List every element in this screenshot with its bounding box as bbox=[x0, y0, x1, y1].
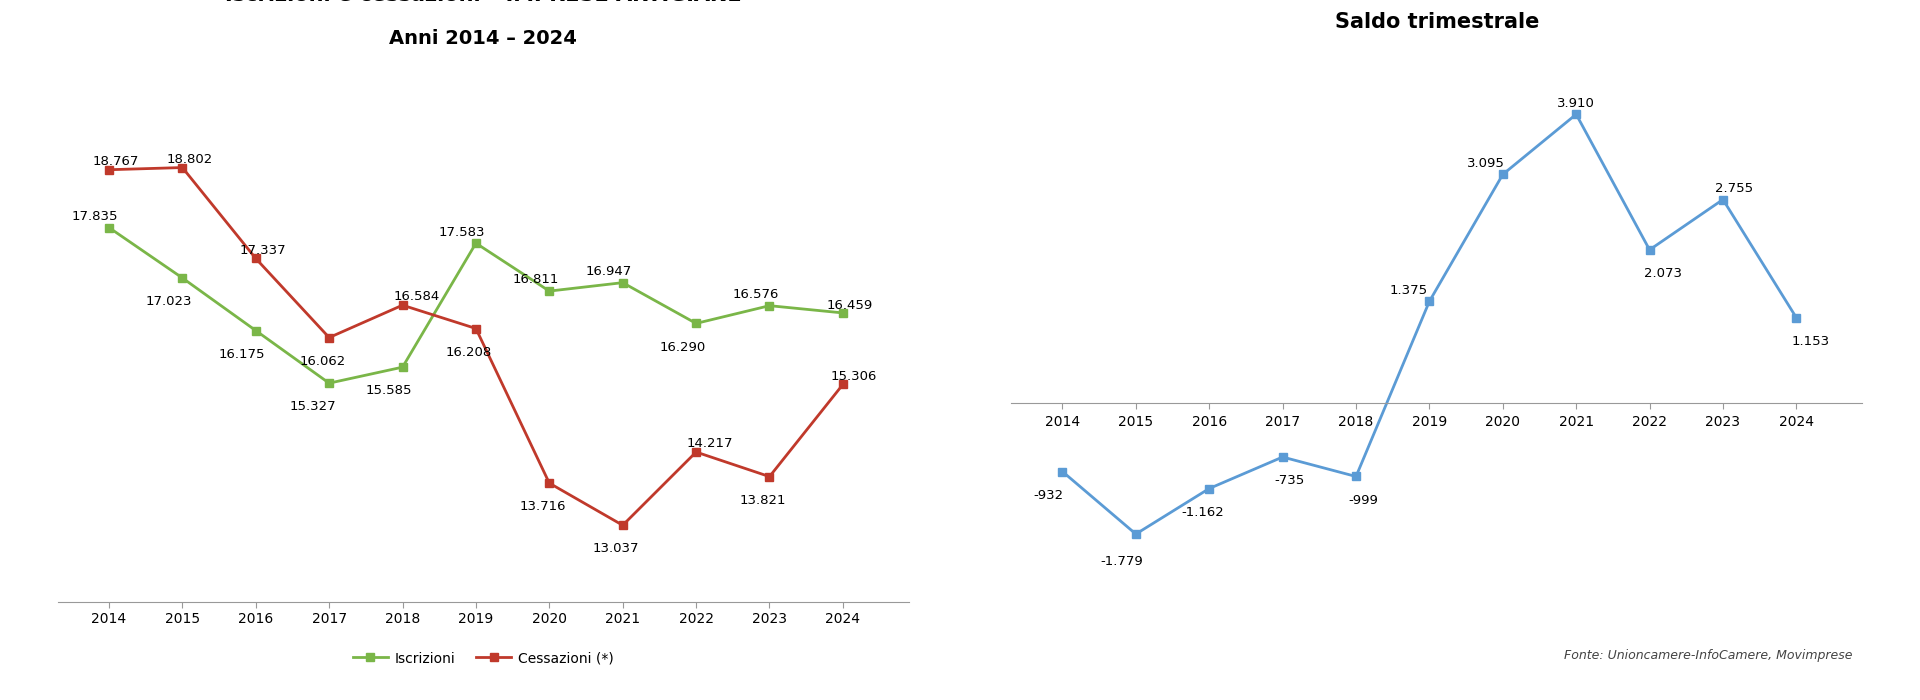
Iscrizioni bbox=[244, 326, 267, 335]
Text: 15.585: 15.585 bbox=[365, 384, 413, 398]
Title: Saldo trimestrale: Saldo trimestrale bbox=[1334, 12, 1540, 32]
Iscrizioni bbox=[611, 279, 634, 287]
Text: 16.062: 16.062 bbox=[300, 355, 346, 368]
Iscrizioni bbox=[465, 239, 488, 247]
Cessazioni (*) bbox=[758, 473, 781, 481]
Text: 16.811: 16.811 bbox=[513, 274, 559, 286]
Text: 16.584: 16.584 bbox=[394, 290, 440, 303]
Iscrizioni bbox=[831, 309, 854, 317]
Text: 17.337: 17.337 bbox=[240, 244, 286, 257]
Cessazioni (*) bbox=[465, 324, 488, 332]
Line: Iscrizioni: Iscrizioni bbox=[106, 223, 847, 387]
Iscrizioni bbox=[171, 274, 194, 282]
Cessazioni (*) bbox=[685, 448, 708, 456]
Text: 2.073: 2.073 bbox=[1644, 267, 1682, 280]
Text: -999: -999 bbox=[1348, 494, 1379, 507]
Text: Iscrizioni e cessazioni – IMPRESE ARTIGIANE: Iscrizioni e cessazioni – IMPRESE ARTIGI… bbox=[225, 0, 741, 5]
Text: 17.583: 17.583 bbox=[440, 225, 486, 239]
Cessazioni (*) bbox=[611, 521, 634, 529]
Cessazioni (*) bbox=[317, 333, 340, 342]
Text: 3.910: 3.910 bbox=[1557, 97, 1596, 110]
Text: 16.459: 16.459 bbox=[828, 300, 874, 312]
Cessazioni (*) bbox=[98, 165, 121, 174]
Text: 18.802: 18.802 bbox=[167, 153, 213, 166]
Text: -1.162: -1.162 bbox=[1181, 505, 1223, 519]
Cessazioni (*) bbox=[831, 380, 854, 389]
Text: 15.306: 15.306 bbox=[831, 370, 877, 383]
Text: 18.767: 18.767 bbox=[92, 155, 138, 168]
Cessazioni (*) bbox=[244, 254, 267, 262]
Text: 14.217: 14.217 bbox=[687, 438, 733, 450]
Text: 13.037: 13.037 bbox=[593, 542, 639, 555]
Line: Cessazioni (*): Cessazioni (*) bbox=[106, 163, 847, 529]
Iscrizioni bbox=[98, 223, 121, 232]
Cessazioni (*) bbox=[538, 479, 561, 487]
Text: 13.821: 13.821 bbox=[739, 494, 785, 507]
Cessazioni (*) bbox=[171, 163, 194, 172]
Iscrizioni bbox=[685, 319, 708, 328]
Text: 3.095: 3.095 bbox=[1467, 157, 1505, 170]
Iscrizioni bbox=[392, 363, 415, 372]
Text: Fonte: Unioncamere-InfoCamere, Movimprese: Fonte: Unioncamere-InfoCamere, Movimpres… bbox=[1565, 648, 1853, 662]
Iscrizioni bbox=[317, 379, 340, 387]
Text: -1.779: -1.779 bbox=[1100, 555, 1142, 568]
Text: 13.716: 13.716 bbox=[518, 500, 566, 513]
Text: 16.947: 16.947 bbox=[586, 265, 632, 278]
Text: 17.835: 17.835 bbox=[71, 210, 119, 223]
Text: 16.175: 16.175 bbox=[219, 348, 265, 360]
Text: Anni 2014 – 2024: Anni 2014 – 2024 bbox=[390, 29, 578, 48]
Text: 16.576: 16.576 bbox=[732, 288, 780, 301]
Text: 1.375: 1.375 bbox=[1390, 284, 1428, 297]
Text: 1.153: 1.153 bbox=[1791, 335, 1830, 348]
Text: 16.208: 16.208 bbox=[445, 346, 492, 358]
Iscrizioni bbox=[758, 302, 781, 310]
Text: -932: -932 bbox=[1033, 489, 1064, 502]
Text: 17.023: 17.023 bbox=[146, 295, 192, 308]
Cessazioni (*) bbox=[392, 301, 415, 309]
Legend: Iscrizioni, Cessazioni (*): Iscrizioni, Cessazioni (*) bbox=[348, 646, 618, 671]
Text: 15.327: 15.327 bbox=[290, 400, 336, 413]
Text: 16.290: 16.290 bbox=[659, 340, 705, 354]
Iscrizioni bbox=[538, 287, 561, 295]
Text: 2.755: 2.755 bbox=[1715, 182, 1753, 195]
Text: -735: -735 bbox=[1275, 474, 1306, 487]
